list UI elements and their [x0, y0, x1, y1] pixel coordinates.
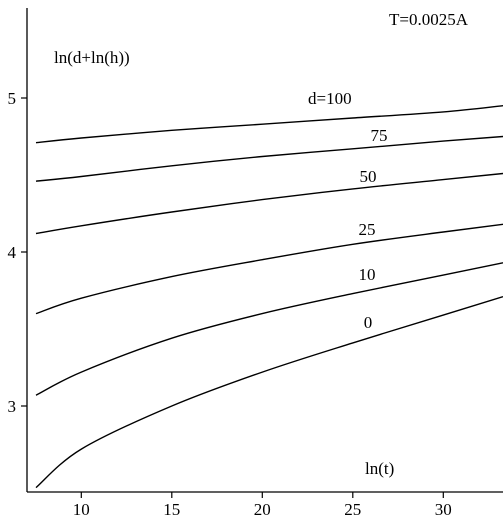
y-tick-label: 5 [8, 89, 17, 108]
x-tick-label: 20 [254, 500, 271, 519]
y-axis-title: ln(d+ln(h)) [54, 48, 130, 67]
series-label-4: 10 [359, 265, 376, 284]
series-line-2 [35, 172, 503, 235]
series-label-3: 25 [359, 220, 376, 239]
x-tick-label: 15 [163, 500, 180, 519]
x-tick-label: 25 [344, 500, 361, 519]
x-axis-title: ln(t) [365, 459, 394, 478]
series-label-0: d=100 [308, 89, 352, 108]
series-line-4 [35, 262, 503, 396]
temperature-annotation: T=0.0025A [389, 10, 469, 29]
ticks: 10 15 20 25 30 3 4 5 [8, 89, 452, 519]
series-line-1 [35, 135, 503, 182]
series-label-1: 75 [371, 126, 388, 145]
series-label-5: 0 [364, 313, 373, 332]
y-tick-label: 4 [8, 243, 17, 262]
y-tick-label: 3 [8, 397, 17, 416]
x-tick-label: 30 [435, 500, 452, 519]
series-line-0 [35, 105, 503, 144]
series-labels: d=100 75 50 25 10 0 [308, 89, 388, 332]
series-curves [35, 105, 503, 489]
series-line-3 [35, 223, 503, 315]
series-line-5 [35, 296, 503, 489]
series-label-2: 50 [360, 167, 377, 186]
x-tick-label: 10 [73, 500, 90, 519]
